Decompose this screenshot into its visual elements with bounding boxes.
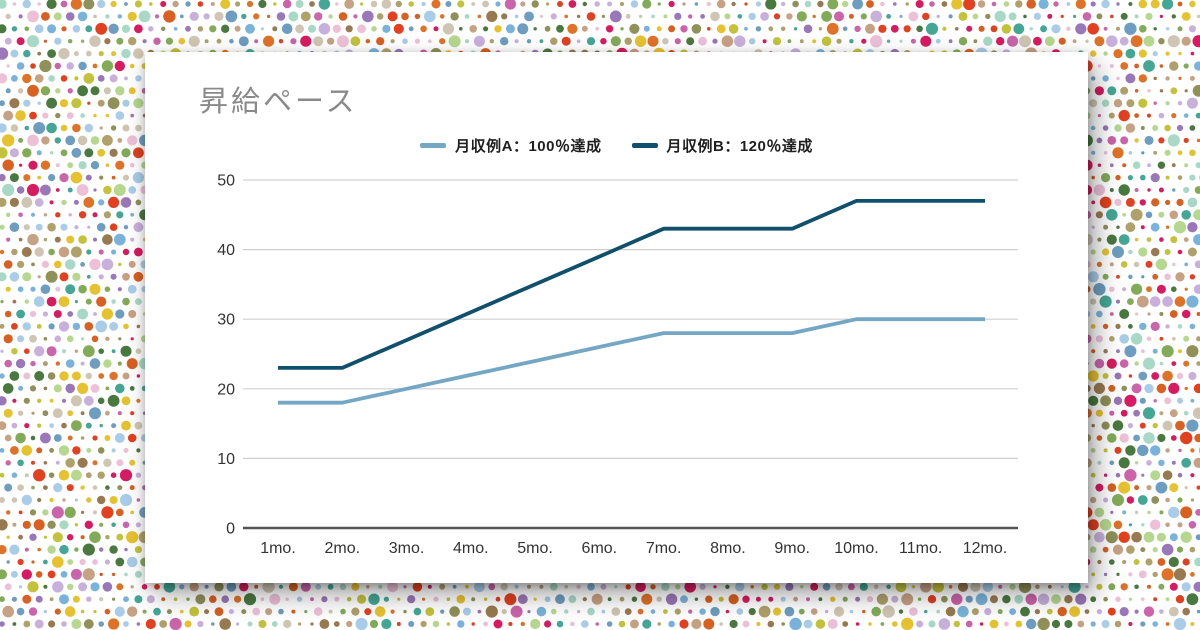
series-a-line-swatch — [420, 143, 447, 148]
legend-label-series-b: 月収例B：120％達成 — [666, 138, 813, 155]
chart-title: 昇給ペース — [199, 86, 358, 118]
chart-legend: 月収例A：100％達成 月収例B：120％達成 — [145, 135, 1088, 156]
legend-item-series-a: 月収例A：100％達成 — [420, 135, 601, 156]
legend-item-series-b: 月収例B：120％達成 — [631, 135, 813, 156]
series-b-line-swatch — [631, 143, 658, 148]
chart-card: 昇給ペース 月収例A：100％達成 月収例B：120％達成 0 10 20 30 40 5… — [145, 52, 1088, 583]
legend-label-series-a: 月収例A：100％達成 — [455, 138, 602, 155]
